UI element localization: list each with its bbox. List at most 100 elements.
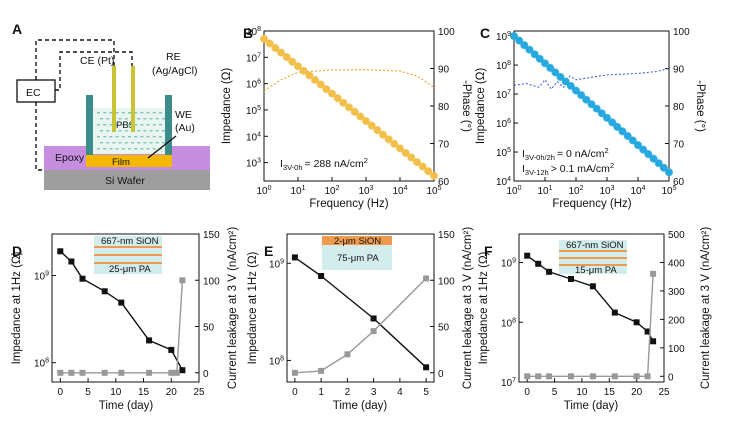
impedance-point [101,288,108,295]
pbs-dot [124,130,128,132]
panel-f-series [524,252,657,380]
y-tick-label: 108 [269,355,284,367]
impedance-point [361,116,371,126]
impedance-point [530,50,539,59]
y2-tick-label: 70 [438,140,450,151]
impedance-point [602,113,612,122]
impedance-point [390,139,399,148]
pbs-dot [134,124,138,126]
pbs-dot [103,136,107,138]
pbs-dot [97,112,100,114]
y-tick-label: 107 [496,89,511,101]
y-tick-label: 106 [496,118,511,130]
y2-tick-label: 100 [673,27,690,38]
y2-tick-label: 60 [673,177,685,188]
re-label: RE [166,51,181,63]
impedance-point [418,162,427,171]
impedance-point [265,39,274,48]
pbs-dot [134,148,138,150]
impedance-point [649,154,658,163]
impedance-point [597,109,606,118]
pbs-dot [103,112,107,114]
impedance-point [168,346,175,353]
pbs-dot [106,130,110,132]
pbs-dot [155,142,159,144]
wire-ce [35,39,115,80]
impedance-point [288,57,297,66]
x-tick-label: 102 [324,185,339,197]
impedance-point [327,89,337,98]
y2-tick-label: 100 [438,276,455,287]
x-tick-label: 10 [110,387,122,398]
pbs-dot [159,136,162,138]
x-tick-label: 0 [292,387,298,398]
pbs-dot [134,136,138,138]
y2-tick-label: 100 [203,276,220,287]
panel-e-y2label: Current leakage at 3 V (nA/cm²) [462,227,474,390]
impedance-point [546,63,555,73]
panel-d-y2label: Current leakage at 3 V (nA/cm²) [227,227,239,390]
pbs-dot [146,112,150,114]
panel-e-ylabel: Impedance at 1Hz (Ω) [247,251,259,364]
panel-e-letter: E [264,243,273,259]
impedance-point [525,45,534,54]
panel-e-series [291,254,430,376]
impedance-point [344,103,354,112]
pbs-dot [162,130,165,132]
pbs-dot [128,112,131,114]
leakage-point [370,328,377,335]
impedance-point [316,80,325,89]
y-tick-label: 103 [246,158,261,170]
pbs-dot [152,148,156,150]
panel-d-inset-layer-3 [94,262,162,264]
impedance-point [577,91,586,100]
well-wall-left [86,95,93,157]
wire-we [35,102,90,171]
impedance-point [401,148,410,158]
pbs-dot [149,118,153,120]
pbs-dot [121,124,125,126]
pbs-dot [162,142,165,144]
panel-f-y2label: Current leakage at 3 V (nA/cm²) [700,227,712,390]
pbs-dot [109,112,113,114]
wire-re [55,51,133,91]
we-sub-label: (Au) [175,122,195,134]
pbs-dot [124,118,128,120]
impedance-point [540,59,550,68]
impedance-point [618,127,627,136]
panel-d-inset-layer-2 [94,254,162,256]
y-tick-label: 108 [501,317,516,329]
pbs-dot [118,118,122,120]
pbs-dot [152,112,156,114]
x-tick-label: 1 [318,387,324,398]
y2-tick-label: 150 [438,230,455,241]
x-tick-label: 15 [138,387,150,398]
impedance-point [291,254,298,261]
panel-b-impedance-points [259,34,439,180]
panel-b-letter: B [243,25,253,41]
leakage-point [173,369,180,376]
x-tick-label: 4 [397,387,403,398]
leakage-point [568,373,574,380]
impedance-point [299,66,308,75]
pbs-dot [109,148,113,150]
leakage-point [179,277,186,284]
impedance-point [644,150,653,159]
panel-c-letter: C [480,25,490,41]
leakage-point [423,275,430,282]
panel-c-phase-line [513,67,670,91]
x-tick-label: 103 [599,185,614,197]
panel-f-inset-layer-1 [559,250,627,252]
pbs-dot [103,148,107,150]
impedance-point [608,118,617,127]
panel-e-xlabel: Time (day) [333,400,388,412]
x-tick-label: 15 [604,387,616,398]
x-tick-label: 25 [658,387,670,398]
panel-d-ylabel: Impedance at 1Hz (Ω) [11,251,23,364]
panel-f-inset-layer-2 [559,257,627,259]
panel-e-stack-top: 2-μm SiON [334,236,381,247]
panel-f-ylabel: Impedance at 1Hz (Ω) [478,251,490,364]
pbs-solution [93,108,165,154]
pbs-dot [140,112,144,114]
